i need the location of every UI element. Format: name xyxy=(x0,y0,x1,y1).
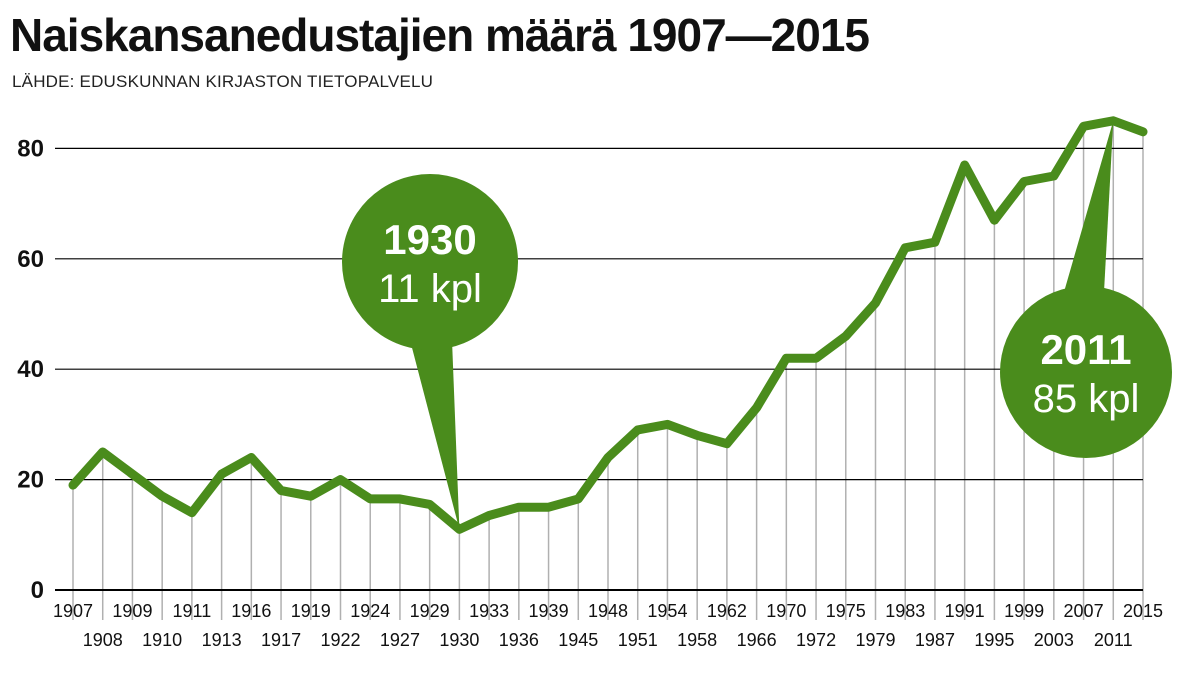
callout-bubble xyxy=(342,174,518,350)
x-tick-label: 1933 xyxy=(469,601,509,621)
callout-value: 11 kpl xyxy=(378,267,482,311)
x-tick-label: 1979 xyxy=(855,630,895,650)
x-tick-label: 1909 xyxy=(112,601,152,621)
y-tick-label: 80 xyxy=(17,135,44,162)
callout-bubble xyxy=(1000,286,1172,458)
series-line xyxy=(68,116,1148,534)
x-tick-label: 1948 xyxy=(588,601,628,621)
y-tick-label: 60 xyxy=(17,246,44,273)
x-tick-label: 1975 xyxy=(826,601,866,621)
x-tick-label: 1919 xyxy=(291,601,331,621)
x-tick-label: 1958 xyxy=(677,630,717,650)
x-tick-label: 1911 xyxy=(173,601,212,621)
x-tick-label: 2011 xyxy=(1094,630,1133,650)
y-tick-label: 40 xyxy=(17,356,44,383)
x-tick-label: 1916 xyxy=(231,601,271,621)
x-tick-label: 1970 xyxy=(766,601,806,621)
x-tick-label: 1936 xyxy=(499,630,539,650)
x-tick-label: 1929 xyxy=(410,601,450,621)
x-tick-label: 1966 xyxy=(737,630,777,650)
x-tick-label: 1987 xyxy=(915,630,955,650)
y-tick-label: 20 xyxy=(17,467,44,494)
x-tick-label: 2003 xyxy=(1034,630,1074,650)
x-tick-label: 1983 xyxy=(885,601,925,621)
callout-value: 85 kpl xyxy=(1033,377,1140,421)
x-tick-label: 1917 xyxy=(261,630,301,650)
x-tick-label: 1954 xyxy=(647,601,687,621)
x-tick-label: 1962 xyxy=(707,601,747,621)
callout-year: 1930 xyxy=(383,216,476,263)
x-tick-label: 1972 xyxy=(796,630,836,650)
x-tick-label: 2007 xyxy=(1064,601,1104,621)
x-tick-label: 1995 xyxy=(974,630,1014,650)
x-tick-label: 2015 xyxy=(1123,601,1163,621)
x-tick-label: 1999 xyxy=(1004,601,1044,621)
chart-source: LÄHDE: EDUSKUNNAN KIRJASTON TIETOPALVELU xyxy=(12,72,434,91)
x-tick-label: 1951 xyxy=(618,630,658,650)
x-tick-label: 1927 xyxy=(380,630,420,650)
callout-pointer xyxy=(1064,120,1114,292)
x-tick-label: 1945 xyxy=(558,630,598,650)
x-tick-label: 1908 xyxy=(83,630,123,650)
callout-year: 2011 xyxy=(1040,326,1131,373)
x-tick-label: 1930 xyxy=(439,630,479,650)
x-tick-label: 1907 xyxy=(53,601,93,621)
x-tick-label: 1991 xyxy=(945,601,985,621)
chart-title: Naiskansanedustajien määrä 1907—2015 xyxy=(10,9,870,61)
x-tick-label: 1922 xyxy=(320,630,360,650)
x-tick-label: 1913 xyxy=(202,630,242,650)
x-tick-label: 1939 xyxy=(529,601,569,621)
x-tick-label: 1924 xyxy=(350,601,390,621)
y-tick-label: 0 xyxy=(31,577,44,604)
x-tick-label: 1910 xyxy=(142,630,182,650)
callout-pointer xyxy=(410,340,460,530)
